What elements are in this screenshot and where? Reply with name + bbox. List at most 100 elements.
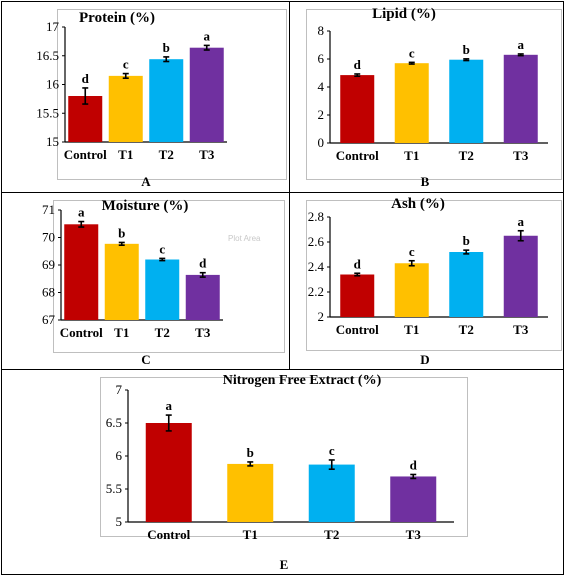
chart-title: Moisture (%) — [102, 198, 189, 214]
bar-t2 — [449, 59, 484, 144]
chart-title: Nitrogen Free Extract (%) — [223, 373, 382, 388]
bar-t1 — [108, 75, 143, 142]
bar-t1 — [227, 463, 274, 522]
chart-panel-moisture: Moisture (%) 67 68 69 70 71 a Control b T1 c T2 d T3 — [5, 195, 287, 369]
x-category-label: T2 — [159, 147, 174, 162]
y-tick-label: 0 — [318, 135, 325, 150]
x-category-label: Control — [147, 527, 190, 542]
y-tick-label: 2 — [318, 107, 325, 122]
significance-letter: d — [354, 57, 362, 72]
y-tick-label: 7 — [116, 382, 123, 397]
chart-panel-ash: Ash (%) 2 2.2 2.4 2.6 2.8 d Control c T1 b T2 a T3 — [292, 195, 562, 369]
bar-control — [64, 224, 99, 320]
x-category-label: T1 — [114, 325, 129, 340]
significance-letter: c — [123, 57, 129, 72]
panel-divider-h2 — [2, 369, 564, 370]
chart-area-border — [53, 200, 285, 353]
panel-divider-h1 — [2, 192, 564, 193]
chart-area-border — [306, 200, 562, 351]
chart-svg-nfe: Nitrogen Free Extract (%) 5 5.5 6 6.5 7 a Contr… — [106, 373, 454, 542]
x-category-label: T3 — [406, 527, 422, 542]
bar-t2 — [149, 59, 184, 143]
y-tick-label: 2.6 — [308, 234, 325, 249]
y-tick-label: 6.5 — [106, 415, 122, 430]
chart-svg-ash: Ash (%) 2 2.2 2.4 2.6 2.8 d Control c T1 b T2 a T3 — [308, 196, 548, 337]
x-category-label: Control — [336, 148, 379, 163]
significance-letter: b — [247, 445, 254, 460]
y-tick-label: 5 — [116, 514, 123, 529]
significance-letter: a — [166, 398, 173, 413]
x-category-label: T3 — [199, 147, 215, 162]
y-tick-label: 6 — [318, 51, 325, 66]
y-tick-label: 2.2 — [308, 284, 324, 299]
bar-control — [340, 274, 375, 317]
x-category-label: Control — [64, 147, 107, 162]
bar-t2 — [308, 464, 355, 522]
y-tick-label: 2.8 — [308, 209, 324, 224]
significance-letter: a — [78, 205, 85, 220]
panel-label-c: C — [141, 352, 151, 367]
significance-letter: c — [159, 241, 165, 256]
panel-label-b: B — [420, 174, 430, 189]
significance-letter: b — [463, 233, 470, 248]
chart-area-border — [57, 9, 287, 180]
y-tick-label: 6 — [116, 448, 123, 463]
bar-t2 — [145, 259, 180, 320]
panel-label-a: A — [141, 174, 151, 189]
bar-t3 — [189, 47, 224, 143]
x-category-label: Control — [336, 322, 379, 337]
y-tick-label: 2.4 — [308, 259, 325, 274]
chart-title: Protein (%) — [79, 10, 155, 26]
panel-label-e: E — [279, 557, 289, 572]
x-category-label: T1 — [118, 147, 133, 162]
x-category-label: T2 — [155, 325, 170, 340]
significance-letter: a — [518, 214, 525, 229]
x-category-label: T3 — [513, 148, 529, 163]
bar-t1 — [394, 263, 429, 317]
y-tick-label: 17 — [46, 19, 60, 34]
panel-divider-v1 — [289, 2, 290, 192]
x-category-label: Control — [60, 325, 103, 340]
chart-area-border — [100, 377, 468, 537]
x-category-label: T2 — [459, 322, 474, 337]
significance-letter: d — [354, 256, 362, 271]
x-category-label: T3 — [195, 325, 211, 340]
y-tick-label: 15.5 — [36, 105, 59, 120]
y-tick-label: 68 — [42, 285, 55, 300]
bar-t1 — [394, 63, 429, 144]
chart-panel-nitrogen-free-extract: Nitrogen Free Extract (%) 5 5.5 6 6.5 7 a Contr… — [92, 372, 472, 557]
significance-letter: c — [409, 244, 415, 259]
x-category-label: T1 — [243, 527, 258, 542]
significance-letter: c — [409, 45, 415, 60]
chart-svg-protein: Protein (%) 15 15.5 16 16.5 17 d Control c T1 b T2 a… — [36, 10, 227, 162]
y-tick-label: 69 — [42, 257, 55, 272]
y-tick-label: 16.5 — [36, 48, 59, 63]
chart-title: Ash (%) — [391, 196, 445, 212]
bar-control — [340, 75, 375, 143]
y-tick-label: 2 — [318, 309, 325, 324]
significance-letter: a — [518, 37, 525, 52]
significance-letter: c — [329, 443, 335, 458]
y-tick-label: 5.5 — [106, 481, 122, 496]
bar-t3 — [390, 476, 437, 522]
bar-t2 — [449, 252, 484, 317]
significance-letter: d — [410, 457, 418, 472]
chart-svg-moisture: Moisture (%) 67 68 69 70 71 a Control b T1 c T2 d T3 — [42, 198, 223, 340]
significance-letter: b — [118, 225, 125, 240]
chart-panel-lipid: Lipid (%) 0 2 4 6 8 d Control c T1 b T2 a T3 — [292, 4, 562, 192]
y-tick-label: 15 — [46, 134, 59, 149]
chart-title: Lipid (%) — [372, 6, 436, 22]
y-tick-label: 16 — [46, 77, 60, 92]
x-category-label: T1 — [404, 322, 419, 337]
bar-control — [145, 423, 192, 522]
y-tick-label: 71 — [42, 202, 55, 217]
chart-area-border — [306, 9, 562, 180]
significance-letter: d — [82, 71, 90, 86]
significance-letter: b — [463, 42, 470, 57]
bar-t3 — [503, 54, 538, 143]
x-category-label: T1 — [404, 148, 419, 163]
chart-svg-lipid: Lipid (%) 0 2 4 6 8 d Control c T1 b T2 a T3 — [318, 6, 548, 163]
significance-letter: d — [199, 256, 207, 271]
chart-panel-protein: Protein (%) 15 15.5 16 16.5 17 d Control c T1 b T2 a… — [5, 4, 287, 192]
